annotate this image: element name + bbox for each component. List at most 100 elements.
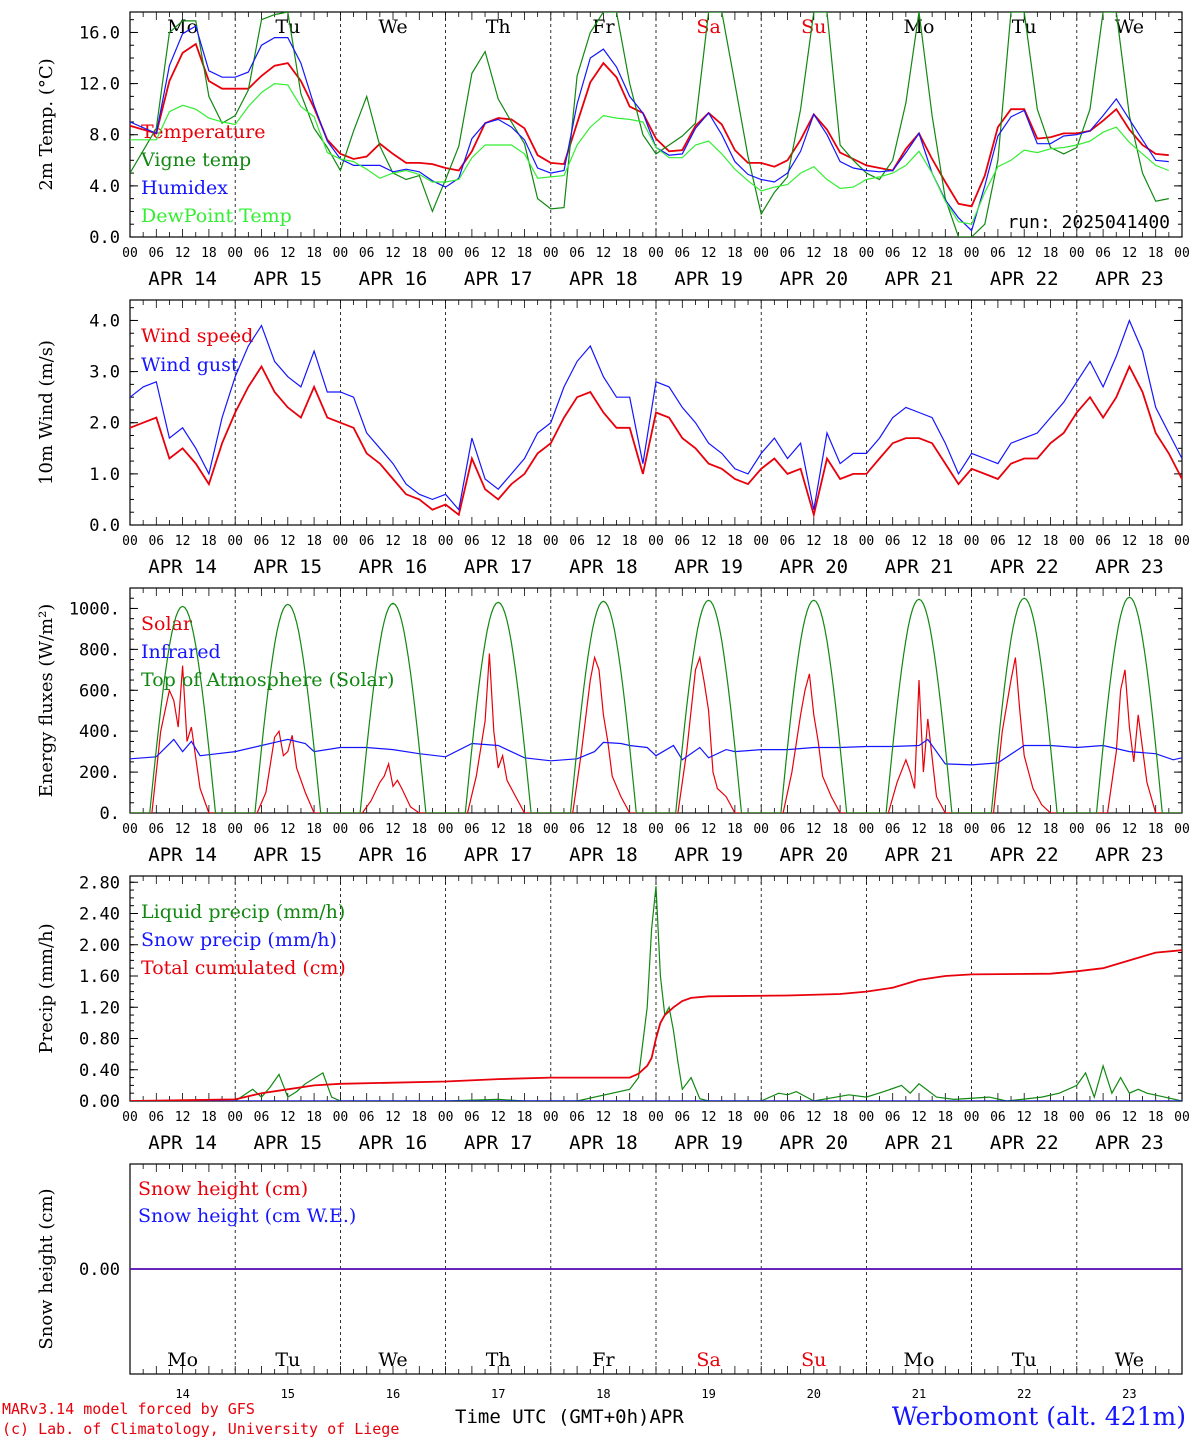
hour-tick-label: 00 bbox=[1069, 822, 1085, 837]
hour-tick-label: 12 bbox=[280, 534, 296, 549]
station-name: Werbomont (alt. 421m) bbox=[891, 1402, 1186, 1431]
day-label: APR 20 bbox=[779, 1132, 848, 1154]
y-tick-label: 1.60 bbox=[79, 967, 120, 987]
day-number-label: 18 bbox=[596, 1387, 610, 1401]
day-label: APR 19 bbox=[674, 1132, 743, 1154]
day-number-label: 16 bbox=[386, 1387, 400, 1401]
hour-tick-label: 12 bbox=[596, 822, 612, 837]
hour-tick-label: 18 bbox=[201, 534, 217, 549]
hour-tick-label: 12 bbox=[1016, 1110, 1032, 1125]
hour-tick-label: 06 bbox=[1095, 534, 1111, 549]
day-number-label: 14 bbox=[175, 1387, 189, 1401]
hour-tick-label: 00 bbox=[964, 534, 980, 549]
hour-tick-label: 00 bbox=[648, 1110, 664, 1125]
hour-tick-label: 06 bbox=[780, 1110, 796, 1125]
day-number-label: 21 bbox=[912, 1387, 926, 1401]
hour-tick-label: 18 bbox=[937, 246, 953, 261]
day-label: APR 16 bbox=[359, 844, 428, 866]
hour-tick-label: 12 bbox=[701, 822, 717, 837]
y-tick-label: 200. bbox=[79, 763, 120, 783]
weekday-label: Sa bbox=[696, 1349, 720, 1371]
day-label: APR 20 bbox=[779, 844, 848, 866]
hour-tick-label: 00 bbox=[333, 534, 349, 549]
legend-entry: Solar bbox=[141, 613, 193, 635]
hour-tick-label: 06 bbox=[885, 246, 901, 261]
day-label: APR 14 bbox=[148, 1132, 217, 1154]
y-tick-label: 1.0 bbox=[89, 465, 120, 485]
day-number-label: 15 bbox=[281, 1387, 295, 1401]
hour-tick-label: 00 bbox=[543, 1110, 559, 1125]
hour-tick-label: 18 bbox=[306, 822, 322, 837]
hour-tick-label: 12 bbox=[701, 246, 717, 261]
hour-tick-label: 18 bbox=[411, 1110, 427, 1125]
hour-tick-label: 18 bbox=[1148, 1110, 1164, 1125]
hour-tick-label: 12 bbox=[1122, 822, 1138, 837]
hour-tick-label: 12 bbox=[385, 246, 401, 261]
hour-tick-label: 06 bbox=[1095, 1110, 1111, 1125]
hour-tick-label: 06 bbox=[885, 1110, 901, 1125]
hour-tick-label: 06 bbox=[674, 1110, 690, 1125]
y-axis-label: 10m Wind (m/s) bbox=[36, 340, 57, 485]
y-axis-label: Energy fluxes (W/m²) bbox=[36, 604, 57, 798]
day-label: APR 17 bbox=[464, 268, 533, 290]
weekday-label: Su bbox=[801, 16, 826, 38]
hour-tick-label: 12 bbox=[280, 1110, 296, 1125]
hour-tick-label: 12 bbox=[1122, 1110, 1138, 1125]
hour-tick-label: 06 bbox=[990, 822, 1006, 837]
hour-tick-label: 06 bbox=[148, 822, 164, 837]
day-label: APR 15 bbox=[253, 844, 322, 866]
hour-tick-label: 18 bbox=[201, 822, 217, 837]
hour-tick-label: 06 bbox=[464, 1110, 480, 1125]
y-tick-label: 1.20 bbox=[79, 998, 120, 1018]
y-tick-label: 1000. bbox=[69, 599, 120, 619]
hour-tick-label: 18 bbox=[517, 1110, 533, 1125]
hour-tick-label: 00 bbox=[333, 1110, 349, 1125]
y-tick-label: 600. bbox=[79, 681, 120, 701]
panel-frame bbox=[129, 11, 1183, 238]
y-tick-label: 400. bbox=[79, 722, 120, 742]
hour-tick-label: 06 bbox=[885, 534, 901, 549]
hour-tick-label: 00 bbox=[333, 246, 349, 261]
hour-tick-label: 00 bbox=[438, 246, 454, 261]
hour-tick-label: 00 bbox=[227, 534, 243, 549]
y-tick-label: 0.00 bbox=[79, 1092, 120, 1112]
hour-tick-label: 06 bbox=[359, 246, 375, 261]
hour-tick-label: 00 bbox=[648, 246, 664, 261]
hour-tick-label: 18 bbox=[1148, 822, 1164, 837]
hour-tick-label: 18 bbox=[937, 1110, 953, 1125]
hour-tick-label: 18 bbox=[727, 1110, 743, 1125]
y-tick-label: 0.0 bbox=[89, 228, 120, 248]
hour-tick-label: 06 bbox=[990, 246, 1006, 261]
legend-entry: Humidex bbox=[141, 177, 228, 199]
hour-tick-label: 00 bbox=[1069, 1110, 1085, 1125]
hour-tick-label: 00 bbox=[543, 534, 559, 549]
hour-tick-label: 12 bbox=[175, 246, 191, 261]
hour-tick-label: 06 bbox=[569, 1110, 585, 1125]
hour-tick-label: 18 bbox=[411, 246, 427, 261]
legend-entry: Temperature bbox=[141, 121, 265, 143]
hour-tick-label: 06 bbox=[359, 1110, 375, 1125]
weekday-label: Mo bbox=[904, 16, 935, 38]
series-line bbox=[130, 12, 1169, 237]
hour-tick-label: 18 bbox=[517, 246, 533, 261]
hour-tick-label: 12 bbox=[806, 246, 822, 261]
hour-tick-label: 06 bbox=[780, 246, 796, 261]
hour-tick-label: 06 bbox=[780, 534, 796, 549]
series-line bbox=[130, 949, 1182, 1101]
series-line bbox=[130, 596, 1182, 813]
hour-tick-label: 18 bbox=[517, 822, 533, 837]
y-tick-label: 2.40 bbox=[79, 905, 120, 925]
hour-tick-label: 18 bbox=[727, 822, 743, 837]
weekday-label: We bbox=[1115, 16, 1144, 38]
y-tick-label: 16.0 bbox=[79, 23, 120, 43]
hour-tick-label: 00 bbox=[753, 246, 769, 261]
hour-tick-label: 06 bbox=[464, 822, 480, 837]
hour-tick-label: 12 bbox=[596, 246, 612, 261]
hour-tick-label: 00 bbox=[753, 534, 769, 549]
credit-lab: (c) Lab. of Climatology, University of L… bbox=[2, 1420, 400, 1438]
hour-tick-label: 18 bbox=[832, 822, 848, 837]
hour-tick-label: 12 bbox=[1122, 246, 1138, 261]
weekday-label: Th bbox=[486, 16, 511, 38]
x-axis-month: APR bbox=[649, 1406, 684, 1428]
weekday-label: Tu bbox=[275, 1349, 300, 1371]
